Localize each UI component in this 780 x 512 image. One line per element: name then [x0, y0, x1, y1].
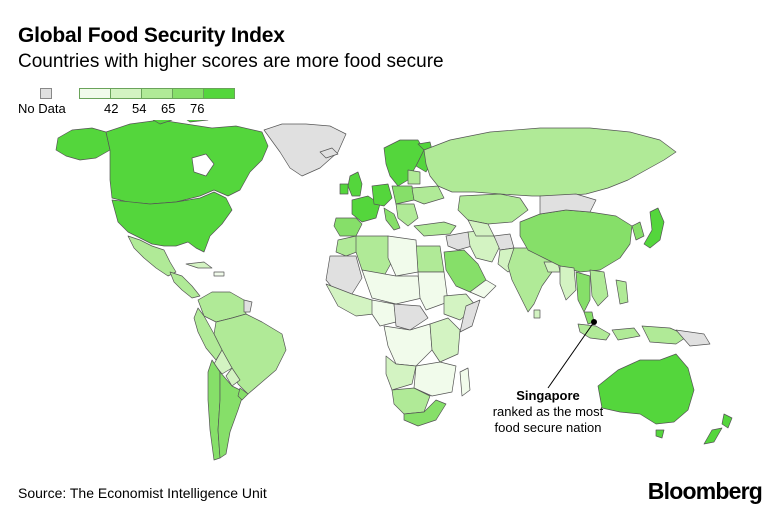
- country-uruguay: [237, 387, 249, 401]
- country-myanmar: [559, 265, 577, 301]
- country-mexico: [127, 235, 177, 277]
- country-central-america: [169, 271, 201, 299]
- legend-tick-1: 42: [104, 101, 119, 116]
- country-somalia: [459, 299, 481, 333]
- country-mongolia: [539, 193, 597, 215]
- country-iceland: [319, 147, 339, 159]
- country-ukraine: [411, 185, 445, 205]
- country-usa: [111, 191, 233, 253]
- country-madagascar: [459, 367, 471, 397]
- legend-swatch-2: [110, 88, 142, 99]
- bloomberg-logo: Bloomberg: [647, 478, 763, 504]
- country-canada: [105, 120, 269, 205]
- country-guyana: [243, 299, 253, 313]
- country-balkans: [395, 203, 419, 227]
- legend-swatch-4: [172, 88, 204, 99]
- annotation-text: ranked as the most food secure nation: [492, 404, 604, 435]
- country-yemen-oman: [469, 279, 497, 299]
- country-niger-chad: [361, 269, 423, 305]
- country-egypt: [415, 245, 445, 273]
- country-cameroon-car: [393, 303, 429, 331]
- country-kenya-tanzania: [429, 317, 461, 363]
- legend-swatch-1: [79, 88, 111, 99]
- country-congo: [383, 323, 433, 367]
- annotation-leader-line: [547, 321, 595, 389]
- country-south-africa: [403, 399, 447, 427]
- country-alaska: [55, 127, 111, 161]
- legend-tick-4: 76: [190, 101, 205, 116]
- country-ireland: [339, 183, 349, 195]
- legend-tick-3: 65: [161, 101, 176, 116]
- country-new-zealand: [703, 413, 733, 445]
- country-tasmania: [655, 429, 665, 439]
- country-poland-central: [391, 185, 415, 205]
- country-libya: [387, 235, 419, 277]
- country-canada-islands: [152, 120, 209, 125]
- legend-swatch-3: [141, 88, 173, 99]
- country-france: [351, 195, 381, 223]
- legend-tick-2: 54: [132, 101, 147, 116]
- country-morocco: [335, 235, 363, 257]
- legend-nodata-swatch: [40, 88, 52, 99]
- country-turkey: [413, 221, 457, 237]
- country-chile: [207, 359, 221, 461]
- chart-title: Global Food Security Index: [18, 24, 285, 47]
- country-thailand: [575, 271, 591, 313]
- country-australia: [597, 353, 695, 425]
- country-uk: [347, 171, 363, 197]
- country-papua: [675, 329, 711, 347]
- country-baltics: [407, 169, 421, 185]
- country-angola: [385, 355, 417, 391]
- country-sudan: [417, 271, 449, 311]
- country-greenland: [263, 123, 347, 177]
- country-sri-lanka: [533, 309, 541, 319]
- legend-nodata-label: No Data: [18, 101, 66, 116]
- chart-subtitle: Countries with higher scores are more fo…: [18, 51, 444, 72]
- legend: No Data 42 54 65 76: [18, 88, 248, 120]
- country-philippines: [615, 279, 629, 305]
- legend-color-ramp: [79, 88, 235, 99]
- country-kazakhstan: [457, 193, 529, 225]
- country-cuba: [185, 261, 213, 269]
- country-vietnam-laos: [589, 269, 609, 307]
- legend-swatch-5: [203, 88, 235, 99]
- country-spain-portugal: [333, 217, 363, 237]
- country-argentina: [217, 371, 245, 459]
- annotation-title: Singapore: [516, 388, 580, 403]
- country-korea: [631, 221, 645, 241]
- country-japan: [643, 207, 665, 249]
- country-nigeria: [371, 299, 397, 327]
- source-note: Source: The Economist Intelligence Unit: [18, 485, 267, 501]
- country-syria-iraq: [445, 231, 473, 251]
- world-map: [55, 120, 733, 461]
- country-germany: [371, 183, 393, 207]
- singapore-marker: [591, 319, 597, 325]
- country-indonesia: [577, 323, 689, 345]
- country-russia: [423, 127, 677, 197]
- country-italy: [383, 207, 401, 231]
